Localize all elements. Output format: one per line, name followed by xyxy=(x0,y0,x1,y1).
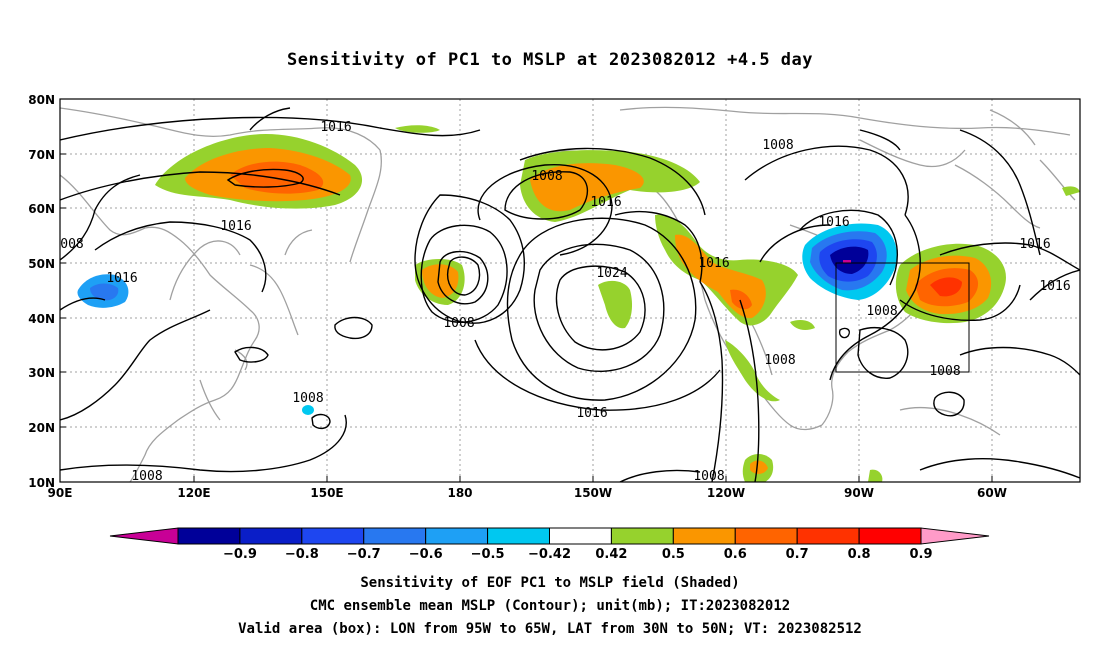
colorbar-label: −0.5 xyxy=(471,547,505,562)
lat-label: 20N xyxy=(28,421,55,435)
contour-label: 1016 xyxy=(590,195,621,210)
colorbar-over-triangle xyxy=(920,527,990,545)
contour-label: 1008 xyxy=(929,364,960,379)
colorbar-cell xyxy=(301,527,365,545)
colorbar-under-triangle xyxy=(109,527,179,545)
colorbar-cell xyxy=(487,527,551,545)
lon-label: 60W xyxy=(977,486,1007,500)
contour-label: 1016 xyxy=(220,219,251,234)
colorbar-label: −0.42 xyxy=(528,547,571,562)
colorbar-cell xyxy=(363,527,427,545)
colorbar-label: 0.42 xyxy=(595,547,627,562)
contour-label: 1008 xyxy=(531,169,562,184)
lon-label: 180 xyxy=(447,486,472,500)
tick-marks xyxy=(60,98,993,482)
contour-labels: 1016 1008 1008 1016 1016 1016 008 1016 1… xyxy=(60,120,1070,484)
colorbar-cell xyxy=(549,527,612,545)
footer-line-1: Sensitivity of EOF PC1 to MSLP field (Sh… xyxy=(360,575,740,591)
lat-label: 80N xyxy=(28,93,55,107)
colorbar-cell xyxy=(734,527,798,545)
lon-label: 150E xyxy=(310,486,343,500)
valid-area-box xyxy=(835,262,970,373)
contour-label: 1016 xyxy=(818,215,849,230)
lat-label: 60N xyxy=(28,202,55,216)
contour-label: 1016 xyxy=(1039,279,1070,294)
contour-label: 1008 xyxy=(866,304,897,319)
lon-label: 90W xyxy=(844,486,874,500)
colorbar-cell xyxy=(425,527,489,545)
lat-label: 40N xyxy=(28,312,55,326)
contour-label: 1016 xyxy=(320,120,351,135)
colorbar-label: −0.9 xyxy=(223,547,257,562)
colorbar-label: 0.7 xyxy=(786,547,809,562)
contour-label: 1024 xyxy=(596,266,627,281)
colorbar-label: 0.8 xyxy=(848,547,871,562)
longitude-labels: 90E 120E 150E 180 150W 120W 90W 60W xyxy=(48,486,1007,500)
lat-label: 70N xyxy=(28,148,55,162)
lat-label: 50N xyxy=(28,257,55,271)
contour-label: 1016 xyxy=(1019,237,1050,252)
colorbar-cell xyxy=(858,527,922,545)
colorbar-label: −0.6 xyxy=(409,547,443,562)
footer-line-3: Valid area (box): LON from 95W to 65W, L… xyxy=(238,621,862,637)
lat-label: 30N xyxy=(28,366,55,380)
lon-label: 150W xyxy=(574,486,612,500)
colorbar-cell xyxy=(672,527,736,545)
colorbar: −0.9 −0.8 −0.7 −0.6 −0.5 −0.42 0.42 0.5 0.6 0.7 0.… xyxy=(109,527,990,562)
colorbar-cell xyxy=(796,527,860,545)
contour-label: 1008 xyxy=(292,391,323,406)
footer-line-2: CMC ensemble mean MSLP (Contour); unit(m… xyxy=(309,598,791,614)
colorbar-cell xyxy=(177,527,241,545)
colorbar-label: 0.9 xyxy=(909,547,932,562)
plot-frame xyxy=(59,98,1081,483)
colorbar-cell xyxy=(239,527,303,545)
contour-label: 1008 xyxy=(764,353,795,368)
contour-label: 1008 xyxy=(443,316,474,331)
lon-label: 90E xyxy=(48,486,73,500)
contour-label: 1016 xyxy=(106,271,137,286)
mslp-contours xyxy=(60,107,1080,482)
latitude-labels: 80N 70N 60N 50N 40N 30N 20N 10N xyxy=(28,93,55,490)
colorbar-label: −0.8 xyxy=(285,547,319,562)
contour-label: 1008 xyxy=(131,469,162,484)
map-title: Sensitivity of PC1 to MSLP at 2023082012… xyxy=(286,50,813,70)
shaded-sensitivity xyxy=(77,125,1080,482)
contour-label: 1016 xyxy=(576,406,607,421)
contour-label: 1008 xyxy=(762,138,793,153)
colorbar-label: −0.7 xyxy=(347,547,381,562)
lon-label: 120E xyxy=(177,486,210,500)
lon-label: 120W xyxy=(707,486,745,500)
contour-label: 1008 xyxy=(693,469,724,484)
colorbar-cell xyxy=(610,527,674,545)
contour-label: 008 xyxy=(60,237,83,252)
colorbar-label: 0.5 xyxy=(662,547,685,562)
colorbar-label: 0.6 xyxy=(724,547,747,562)
lat-label: 10N xyxy=(28,476,55,490)
contour-label: 1016 xyxy=(698,256,729,271)
